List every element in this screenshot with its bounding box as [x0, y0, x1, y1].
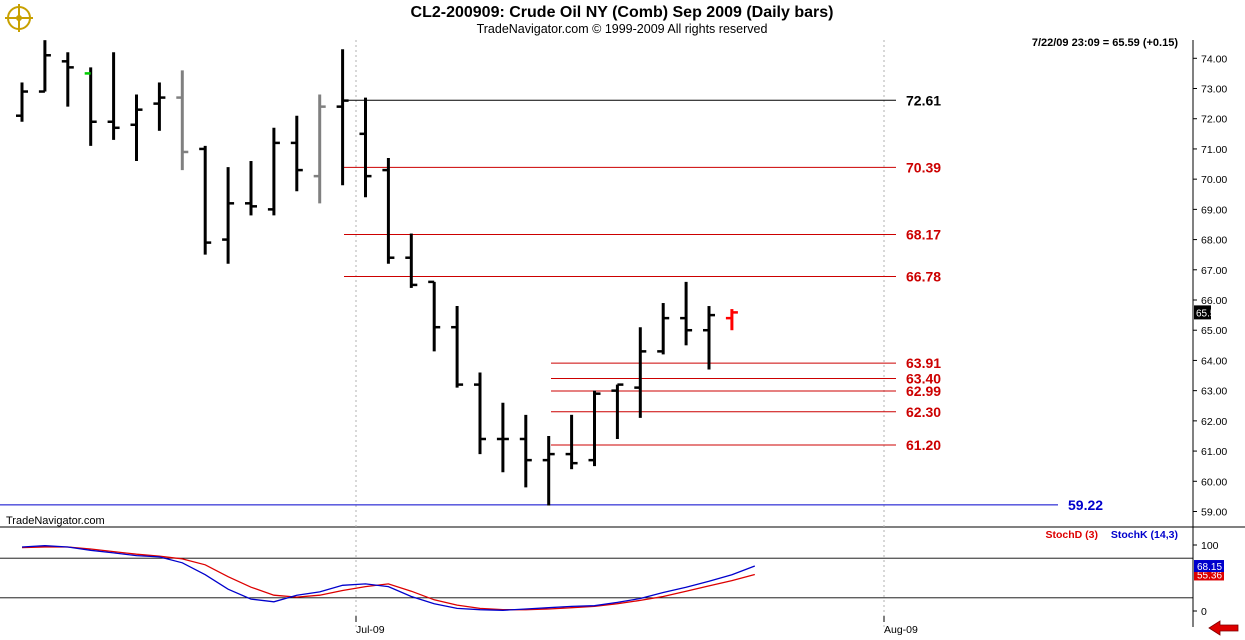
ohlc-bar	[107, 52, 120, 140]
level-label: 72.61	[906, 92, 941, 108]
level-label: 62.99	[906, 383, 941, 399]
stoch-value-label: 55.36	[1197, 570, 1222, 581]
quote-readout: 7/22/09 23:09 = 65.59 (+0.15)	[1032, 37, 1179, 49]
y-tick-label: 72.00	[1201, 114, 1227, 126]
x-tick-label: Aug-09	[884, 624, 918, 636]
ohlc-bar	[405, 233, 418, 288]
legend-stochd: StochD (3)	[1046, 529, 1099, 541]
logo	[5, 4, 33, 32]
level-label: 70.39	[906, 159, 941, 175]
legend-stochk: StochK (14,3)	[1111, 529, 1178, 541]
stoch-y-axis: 100 0	[0, 540, 1219, 618]
last-price-box: 65.59	[1194, 305, 1221, 320]
ohlc-bar	[176, 70, 189, 171]
ohlc-bar	[634, 327, 647, 418]
ohlc-bar	[290, 115, 303, 192]
ohlc-bar	[336, 49, 349, 186]
y-tick-label: 68.00	[1201, 235, 1227, 247]
level-label: 62.30	[906, 404, 941, 420]
ohlc-bar	[680, 281, 693, 346]
stoch-value-box	[1194, 560, 1224, 573]
stoch-value-label: 68.15	[1197, 562, 1222, 573]
ohlc-bar	[703, 306, 715, 370]
last-price-label: 65.59	[1196, 308, 1221, 319]
ohlc-bar	[199, 145, 212, 255]
stoch-series-line	[21, 545, 756, 611]
ohlc-bar	[16, 82, 28, 122]
watermark: TradeNavigator.com	[6, 515, 105, 527]
ohlc-bar	[657, 303, 670, 355]
ohlc-bar	[130, 94, 143, 162]
x-axis: Jul-09 Aug-09	[355, 616, 918, 636]
y-tick-label: 70.00	[1201, 174, 1227, 186]
last-price-box-bg	[1194, 305, 1211, 320]
y-tick-label: 63.00	[1201, 386, 1227, 398]
y-tick-label: 74.00	[1201, 53, 1227, 65]
left-arrow-icon	[1208, 620, 1239, 636]
ohlc-bar	[474, 372, 486, 455]
ohlc-bar	[153, 82, 166, 131]
stoch-tick-label: 100	[1201, 540, 1219, 552]
level-label: 68.17	[906, 226, 941, 242]
level-label: 63.40	[906, 371, 941, 387]
level-label: 61.20	[906, 437, 941, 453]
ohlc-bar	[84, 67, 97, 146]
chart-title: CL2-200909: Crude Oil NY (Comb) Sep 2009…	[411, 4, 834, 21]
y-tick-label: 64.00	[1201, 355, 1227, 367]
ohlc-bar	[245, 161, 257, 216]
ohlc-bar	[313, 94, 326, 204]
y-tick-label: 61.00	[1201, 446, 1227, 458]
level-label: 63.91	[906, 355, 941, 371]
level-label: 59.22	[1068, 497, 1103, 513]
y-tick-label: 66.00	[1201, 295, 1227, 307]
y-tick-label: 67.00	[1201, 265, 1227, 277]
ohlc-bar	[496, 402, 509, 473]
price-panel: 59.00 60.00 61.00 62.00 63.00 64.00 65.00 66.00…	[0, 40, 1245, 627]
left-arrow-button[interactable]	[1208, 620, 1239, 636]
x-tick-label: Jul-09	[356, 624, 385, 636]
ohlc-bar	[611, 383, 624, 439]
y-tick-label: 62.00	[1201, 416, 1227, 428]
stoch-tick-label: 0	[1201, 606, 1207, 618]
ohlc-bar	[519, 414, 532, 488]
price-bars	[16, 40, 738, 506]
ohlc-bar	[542, 435, 555, 506]
chart-subtitle: TradeNavigator.com © 1999-2009 All right…	[477, 22, 768, 36]
ohlc-bar	[428, 280, 441, 352]
ohlc-bar	[61, 52, 74, 107]
y-tick-label: 73.00	[1201, 84, 1227, 96]
ohlc-bar	[588, 390, 601, 467]
y-tick-label: 65.00	[1201, 325, 1227, 337]
ohlc-bar	[382, 158, 395, 264]
stoch-series-line	[21, 546, 755, 611]
ohlc-bar	[359, 97, 372, 198]
level-label: 66.78	[906, 268, 941, 284]
ohlc-bar	[725, 309, 738, 331]
ohlc-bar	[565, 414, 578, 470]
ohlc-bar	[222, 167, 235, 264]
y-tick-label: 71.00	[1201, 144, 1227, 156]
ohlc-bar	[38, 40, 51, 93]
y-tick-label: 60.00	[1201, 476, 1227, 488]
ohlc-bar	[267, 127, 280, 216]
price-y-axis: 59.00 60.00 61.00 62.00 63.00 64.00 65.00 66.00…	[1193, 53, 1227, 519]
ohlc-bar	[451, 306, 464, 388]
y-tick-label: 69.00	[1201, 204, 1227, 216]
y-tick-label: 59.00	[1201, 507, 1227, 519]
